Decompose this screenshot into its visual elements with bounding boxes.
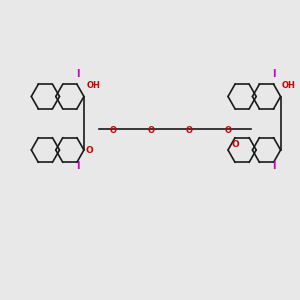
Text: OH: OH (282, 81, 296, 90)
Text: O: O (186, 126, 193, 135)
Text: O: O (148, 126, 155, 135)
Text: I: I (272, 69, 276, 79)
Text: O: O (110, 126, 117, 135)
Text: O: O (224, 126, 231, 135)
Text: O: O (232, 140, 240, 149)
Text: I: I (76, 69, 79, 79)
Text: OH: OH (87, 81, 101, 90)
Text: O: O (85, 146, 93, 155)
Text: I: I (76, 161, 79, 171)
Text: I: I (272, 161, 276, 171)
